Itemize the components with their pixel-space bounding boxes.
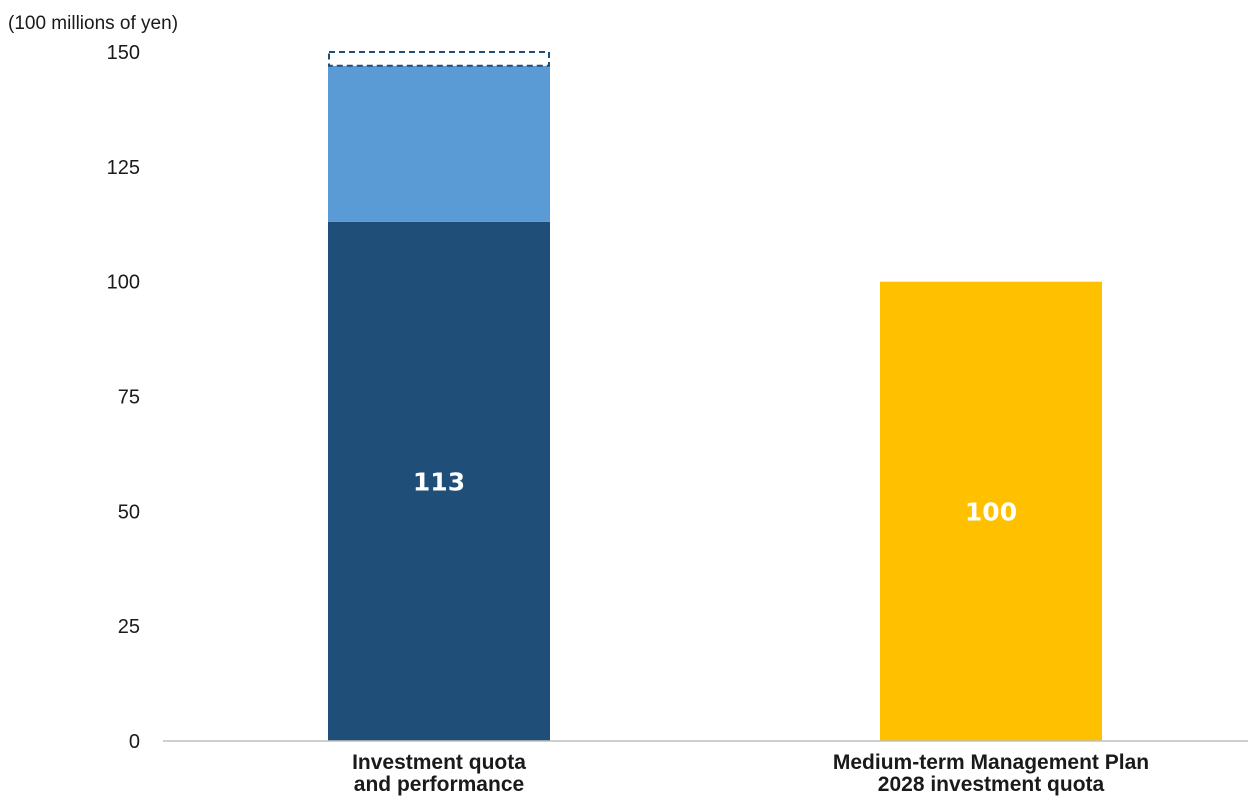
data-label-series-0-cat-0: 113	[413, 467, 465, 496]
bars: 113 100	[328, 51, 1102, 741]
bar-series-3-cat-1	[880, 281, 1102, 741]
bar-series-2-cat-0	[328, 51, 550, 67]
y-tick-label-150: 150	[107, 42, 140, 64]
category-label-1-line-1: 2028 investment quota	[878, 773, 1105, 796]
category-label-0-line-0: Investment quota	[352, 751, 526, 774]
y-axis-ticks: 0 25 50 75 100 125 150	[107, 42, 140, 753]
category-label-0-line-1: and performance	[354, 773, 524, 796]
data-label-series-3-cat-1: 100	[965, 497, 1017, 526]
y-tick-label-0: 0	[129, 731, 140, 753]
y-tick-label-75: 75	[118, 387, 140, 409]
y-axis-unit-label: (100 millions of yen)	[8, 13, 178, 34]
y-tick-label-25: 25	[118, 616, 140, 638]
y-tick-label-125: 125	[107, 157, 140, 179]
y-tick-label-50: 50	[118, 501, 140, 523]
bar-series-0-cat-0	[328, 221, 550, 741]
bar-series-1-cat-0	[328, 65, 550, 222]
y-tick-label-100: 100	[107, 272, 140, 294]
category-label-1-line-0: Medium-term Management Plan	[833, 751, 1149, 774]
